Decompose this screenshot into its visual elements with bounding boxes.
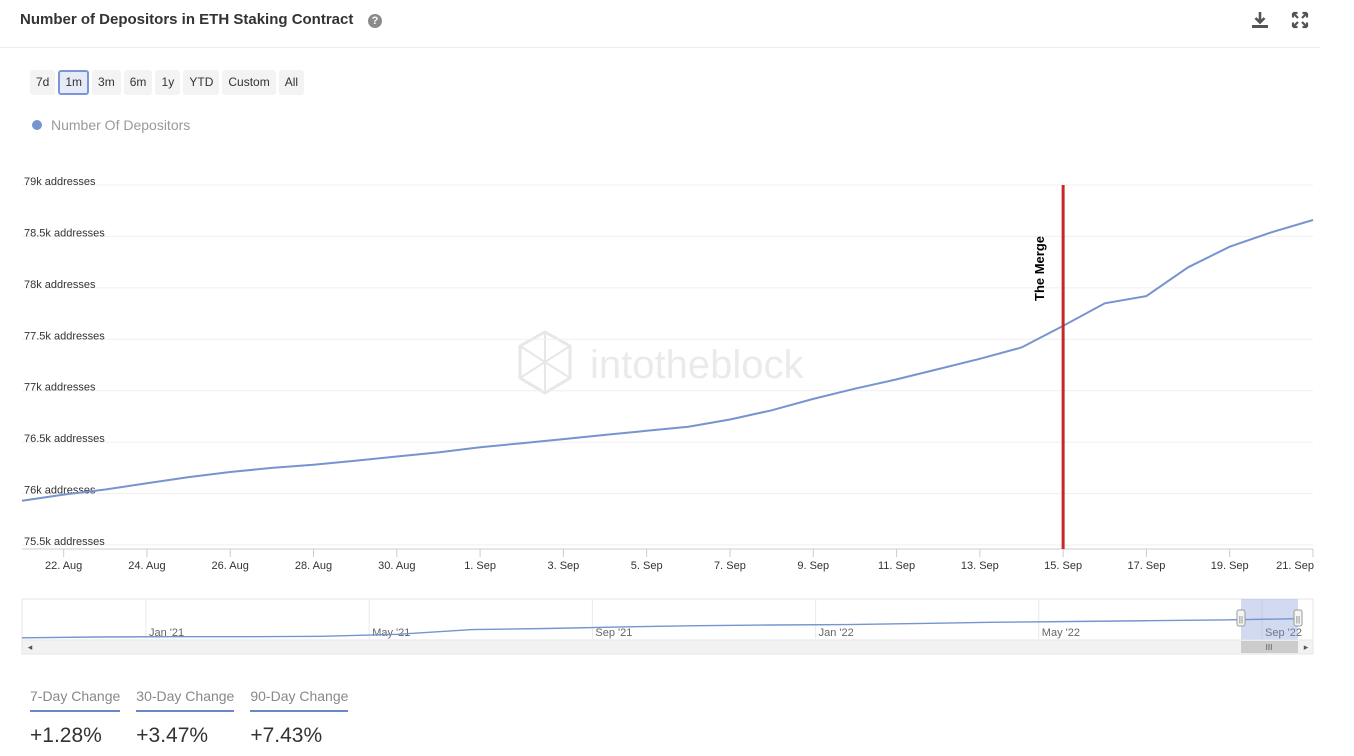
- stat-value: +3.47%: [136, 724, 209, 747]
- y-tick-label: 75.5k addresses: [24, 536, 105, 548]
- x-tick-label: 9. Sep: [797, 560, 829, 572]
- chart-header: Number of Depositors in ETH Staking Cont…: [0, 0, 1320, 48]
- x-axis-labels: 22. Aug 24. Aug 26. Aug 28. Aug 30. Aug 1. Se…: [45, 560, 1314, 572]
- merge-annotation-label: The Merge: [1032, 236, 1047, 301]
- range-button-ytd[interactable]: YTD: [183, 70, 220, 95]
- stat-label[interactable]: 90-Day Change: [250, 688, 349, 712]
- navigator-label: Sep '21: [595, 627, 632, 639]
- x-tick-label: 7. Sep: [714, 560, 746, 572]
- y-tick-label: 79k addresses: [24, 176, 96, 188]
- stat-label[interactable]: 30-Day Change: [136, 688, 235, 712]
- navigator-handle-left[interactable]: [1236, 609, 1246, 627]
- x-tick-label: 22. Aug: [45, 560, 82, 572]
- x-tick-label: 11. Sep: [878, 560, 915, 572]
- range-button-1y[interactable]: 1y: [155, 70, 181, 95]
- range-button-1m[interactable]: 1m: [58, 70, 90, 95]
- scroll-right-arrow-icon[interactable]: ▸: [1303, 642, 1309, 652]
- navigator-label: May '22: [1042, 627, 1080, 639]
- x-tick-label: 1. Sep: [464, 560, 496, 572]
- range-button-3m[interactable]: 3m: [92, 70, 121, 95]
- fullscreen-icon[interactable]: [1290, 10, 1310, 30]
- scroll-left-arrow-icon[interactable]: ◂: [27, 642, 33, 652]
- stat-block: 30-Day Change +3.47%: [136, 688, 235, 748]
- stat-value: +7.43%: [250, 724, 323, 747]
- navigator-handle-right-glyph: ||: [1296, 615, 1300, 624]
- range-button-custom[interactable]: Custom: [222, 70, 276, 95]
- y-tick-label: 78k addresses: [24, 279, 96, 291]
- y-tick-label: 77.5k addresses: [24, 330, 105, 342]
- navigator-label: Jan '22: [819, 627, 854, 639]
- stat-block: 7-Day Change +1.28%: [30, 688, 121, 748]
- navigator-label: Sep '22: [1265, 627, 1302, 639]
- navigator-frame: [21, 598, 1314, 641]
- legend[interactable]: Number Of Depositors: [32, 117, 190, 133]
- navigator-handle-left-glyph: ||: [1239, 615, 1243, 624]
- navigator-series-line: [21, 618, 1299, 639]
- y-tick-label: 76.5k addresses: [24, 433, 105, 445]
- x-axis-ticks: [63, 549, 1314, 557]
- y-tick-label: 77k addresses: [24, 382, 96, 394]
- x-tick-label: 17. Sep: [1127, 560, 1165, 572]
- range-selector: 7d 1m 3m 6m 1y YTD Custom All: [30, 70, 305, 95]
- stat-value: +1.28%: [30, 724, 102, 747]
- stat-label[interactable]: 7-Day Change: [30, 688, 121, 712]
- navigator-scrollbar-track[interactable]: [21, 639, 1314, 655]
- navigator-labels: Jan '21 May '21 Sep '21 Jan '22 May '22 Sep '…: [149, 627, 1302, 639]
- legend-marker: [32, 120, 42, 130]
- navigator-selection[interactable]: [1241, 599, 1298, 640]
- help-icon[interactable]: ?: [368, 14, 382, 28]
- watermark-text: intotheblock: [590, 343, 804, 387]
- range-button-7d[interactable]: 7d: [30, 70, 56, 95]
- x-tick-label: 5. Sep: [631, 560, 663, 572]
- watermark-logo-icon: [518, 330, 572, 395]
- navigator-label: May '21: [372, 627, 410, 639]
- x-tick-label: 21. Sep: [1276, 560, 1314, 572]
- grid-lines: [22, 184, 1313, 546]
- x-tick-label: 24. Aug: [128, 560, 165, 572]
- download-icon[interactable]: [1250, 10, 1270, 30]
- x-tick-label: 28. Aug: [295, 560, 332, 572]
- change-stats: 7-Day Change +1.28% 30-Day Change +3.47% 90-…: [30, 688, 364, 748]
- range-button-all[interactable]: All: [278, 70, 305, 95]
- series-line-depositors[interactable]: [21, 219, 1314, 502]
- x-tick-label: 13. Sep: [961, 560, 999, 572]
- x-tick-label: 30. Aug: [378, 560, 415, 572]
- stat-block: 90-Day Change +7.43%: [250, 688, 349, 748]
- legend-label: Number Of Depositors: [51, 117, 191, 133]
- scrollbar-grip-glyph: III: [1266, 643, 1273, 652]
- y-tick-label: 78.5k addresses: [24, 227, 105, 239]
- x-tick-label: 15. Sep: [1044, 560, 1082, 572]
- range-button-6m[interactable]: 6m: [123, 70, 153, 95]
- x-tick-label: 26. Aug: [212, 560, 249, 572]
- chart-title: Number of Depositors in ETH Staking Cont…: [20, 11, 354, 28]
- navigator-scrollbar-thumb[interactable]: [1241, 641, 1298, 653]
- x-tick-label: 19. Sep: [1211, 560, 1249, 572]
- x-tick-label: 3. Sep: [547, 560, 579, 572]
- navigator-handle-right[interactable]: [1293, 609, 1303, 627]
